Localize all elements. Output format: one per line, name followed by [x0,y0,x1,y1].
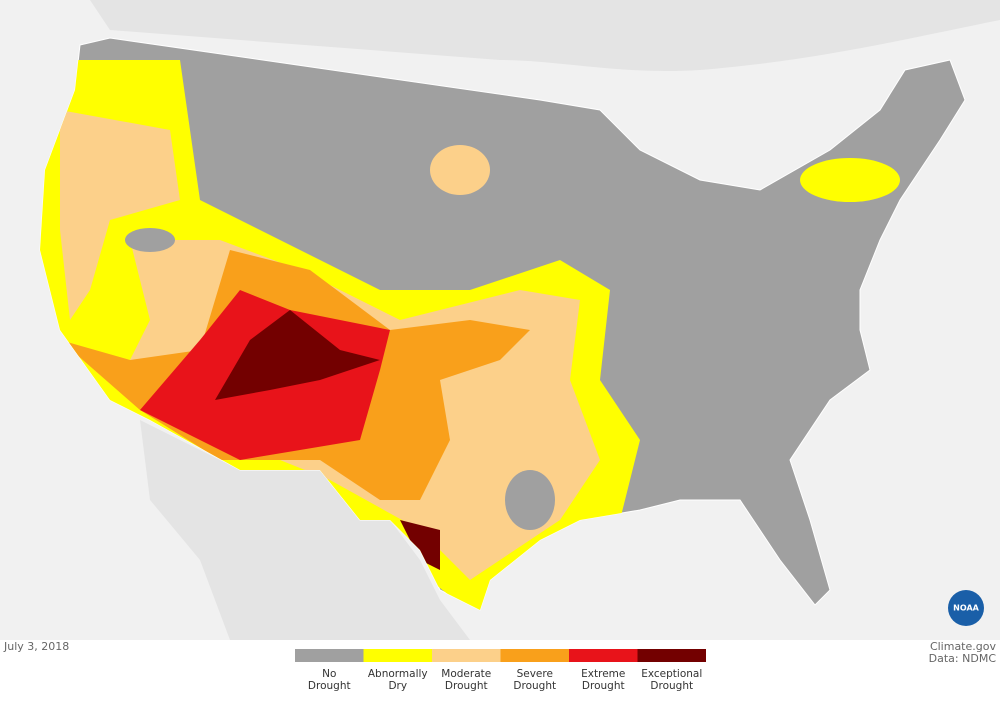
mexico [140,420,470,640]
legend-label: Abnormally [368,668,428,680]
legend-swatch [295,649,364,662]
moderate [430,145,490,195]
exceptional [400,520,440,570]
legend-label: No [322,668,336,680]
no-drought [125,228,175,252]
legend-label: Dry [388,680,407,692]
legend-label: Drought [445,680,488,692]
moderate [60,110,180,320]
legend-label: Extreme [581,668,625,680]
legend-swatch [637,649,706,662]
no-drought [505,470,555,530]
logo-text: NOAA [953,604,979,613]
legend-swatch [500,649,569,662]
legend-swatch [363,649,432,662]
legend-label: Drought [650,680,693,692]
exceptional [215,310,380,400]
credit-data: Data: NDMC [929,652,997,665]
canada [0,0,1000,72]
legend-swatch [432,649,501,662]
legend-label: Exceptional [641,668,702,680]
legend: NoDroughtAbnormallyDryModerateDroughtSev… [295,649,706,692]
legend-label: Drought [513,680,556,692]
abnormally-dry [800,158,900,202]
legend-swatch [569,649,638,662]
drought-areas [40,60,900,610]
legend-label: Moderate [441,668,491,680]
legend-label: Drought [308,680,351,692]
legend-label: Severe [517,668,553,680]
date: July 3, 2018 [3,640,69,653]
logo-badge [948,590,984,626]
legend-label: Drought [582,680,625,692]
credit-source: Climate.gov [930,640,997,653]
